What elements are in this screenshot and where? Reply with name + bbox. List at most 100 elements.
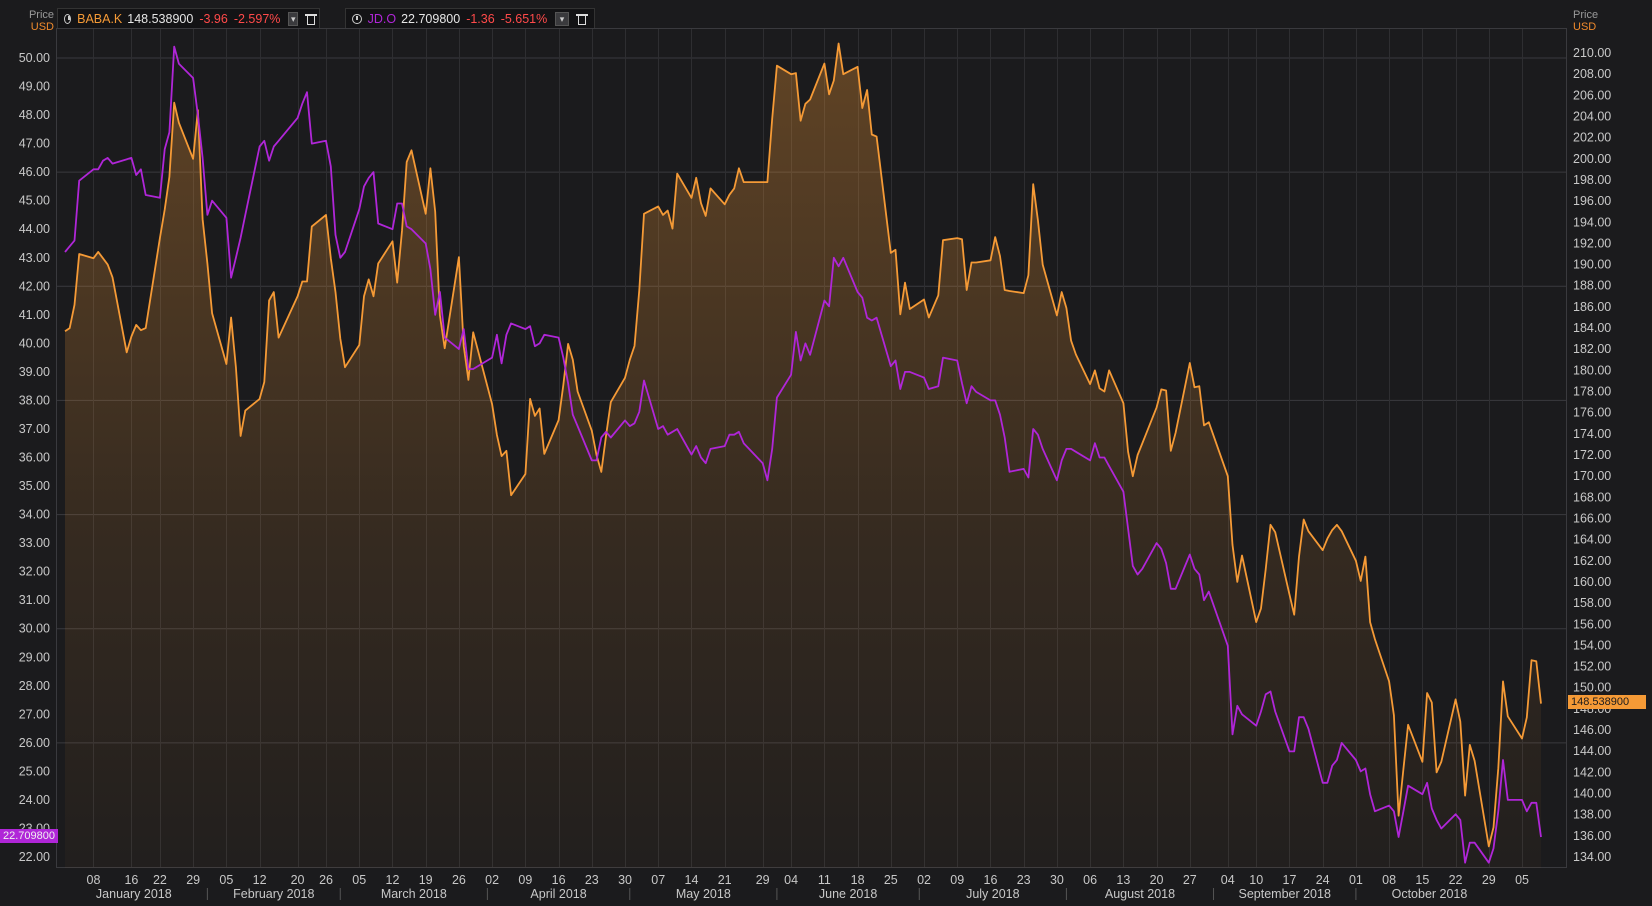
left-tick-label: 50.00 [19,51,50,65]
month-label: March 2018 [381,887,447,901]
clock-icon[interactable] [64,14,72,24]
right-tick-label: 154.00 [1573,638,1611,652]
left-axis: 22.0023.0024.0025.0026.0027.0028.0029.00… [19,51,50,864]
x-tick-label: 20 [1150,873,1164,887]
left-tick-label: 31.00 [19,593,50,607]
legend-jd-value: 22.709800 [401,12,461,26]
x-tick-label: 27 [1183,873,1197,887]
last-price-tag-jd: 22.709800 [0,829,58,843]
legend-baba-change: -3.96 [199,12,228,26]
right-tick-label: 144.00 [1573,744,1611,758]
x-tick-label: 13 [1116,873,1130,887]
left-tick-label: 27.00 [19,707,50,721]
right-tick-label: 134.00 [1573,850,1611,864]
left-tick-label: 37.00 [19,422,50,436]
right-tick-label: 184.00 [1573,321,1611,335]
right-tick-label: 206.00 [1573,88,1611,102]
left-tick-label: 28.00 [19,679,50,693]
x-tick-label: 08 [1382,873,1396,887]
x-tick-label: 23 [1017,873,1031,887]
month-label: September 2018 [1238,887,1330,901]
x-tick-label: 02 [917,873,931,887]
left-tick-label: 33.00 [19,536,50,550]
month-label: August 2018 [1105,887,1175,901]
x-tick-label: 18 [851,873,865,887]
x-tick-label: 16 [552,873,566,887]
x-tick-label: 24 [1316,873,1330,887]
right-tick-label: 168.00 [1573,490,1611,504]
left-tick-label: 45.00 [19,194,50,208]
right-tick-label: 160.00 [1573,575,1611,589]
month-label: January 2018 [96,887,172,901]
left-axis-caption: Price [28,9,54,21]
x-tick-label: 15 [1415,873,1429,887]
left-tick-label: 47.00 [19,137,50,151]
series-line-jd-o [64,45,1542,864]
series-line-baba-k [64,42,1542,848]
right-tick-label: 210.00 [1573,46,1611,60]
left-tick-label: 38.00 [19,393,50,407]
month-label: July 2018 [966,887,1020,901]
right-tick-label: 182.00 [1573,342,1611,356]
legend-jd-pct: -5.651% [500,12,548,26]
right-axis-caption: Price [1573,9,1599,21]
right-tick-label: 192.00 [1573,236,1611,250]
right-tick-label: 180.00 [1573,363,1611,377]
x-tick-label: 29 [1482,873,1496,887]
right-tick-label: 178.00 [1573,385,1611,399]
legend-jd-symbol: JD.O [367,12,397,26]
x-tick-label: 05 [352,873,366,887]
right-tick-label: 136.00 [1573,829,1611,843]
trash-icon[interactable] [575,12,588,26]
x-tick-label: 16 [984,873,998,887]
right-tick-label: 172.00 [1573,448,1611,462]
x-tick-label: 20 [291,873,305,887]
right-axis-unit: USD [1573,21,1597,33]
x-tick-label: 21 [718,873,732,887]
trash-icon[interactable] [304,12,317,26]
clock-icon[interactable] [352,14,362,24]
x-tick-label: 01 [1349,873,1363,887]
right-tick-label: 186.00 [1573,300,1611,314]
right-tick-label: 152.00 [1573,660,1611,674]
left-axis-header: Price USD [20,9,54,33]
right-tick-label: 194.00 [1573,215,1611,229]
x-tick-label: 30 [1050,873,1064,887]
left-tick-label: 43.00 [19,251,50,265]
left-tick-label: 30.00 [19,622,50,636]
legend-jd-change: -1.36 [466,12,495,26]
right-tick-label: 202.00 [1573,131,1611,145]
chevron-down-icon[interactable]: ▾ [555,12,569,26]
month-label: June 2018 [819,887,877,901]
right-tick-label: 188.00 [1573,279,1611,293]
left-tick-label: 36.00 [19,451,50,465]
left-tick-label: 41.00 [19,308,50,322]
month-label: February 2018 [233,887,314,901]
x-tick-label: 22 [153,873,167,887]
right-tick-label: 200.00 [1573,152,1611,166]
x-tick-label: 29 [756,873,770,887]
left-tick-label: 24.00 [19,793,50,807]
left-tick-label: 35.00 [19,479,50,493]
right-tick-label: 150.00 [1573,681,1611,695]
right-tick-label: 156.00 [1573,617,1611,631]
month-label: May 2018 [676,887,731,901]
x-tick-label: 12 [253,873,267,887]
right-tick-label: 138.00 [1573,808,1611,822]
right-tick-label: 140.00 [1573,787,1611,801]
right-tick-label: 190.00 [1573,258,1611,272]
area-layer [65,43,1541,868]
right-tick-label: 174.00 [1573,427,1611,441]
right-tick-label: 204.00 [1573,109,1611,123]
legend-baba-value: 148.538900 [127,12,194,26]
chevron-down-icon[interactable]: ▾ [288,12,299,26]
legend-baba-pct: -2.597% [233,12,281,26]
series-area-baba-k [65,43,1541,868]
left-axis-unit: USD [30,21,54,33]
left-tick-label: 25.00 [19,764,50,778]
x-tick-label: 19 [419,873,433,887]
legend-jd[interactable]: JD.O 22.709800 -1.36 -5.651% ▾ [345,8,595,30]
legend-baba[interactable]: BABA.K 148.538900 -3.96 -2.597% ▾ [57,8,320,30]
x-tick-label: 02 [485,873,499,887]
